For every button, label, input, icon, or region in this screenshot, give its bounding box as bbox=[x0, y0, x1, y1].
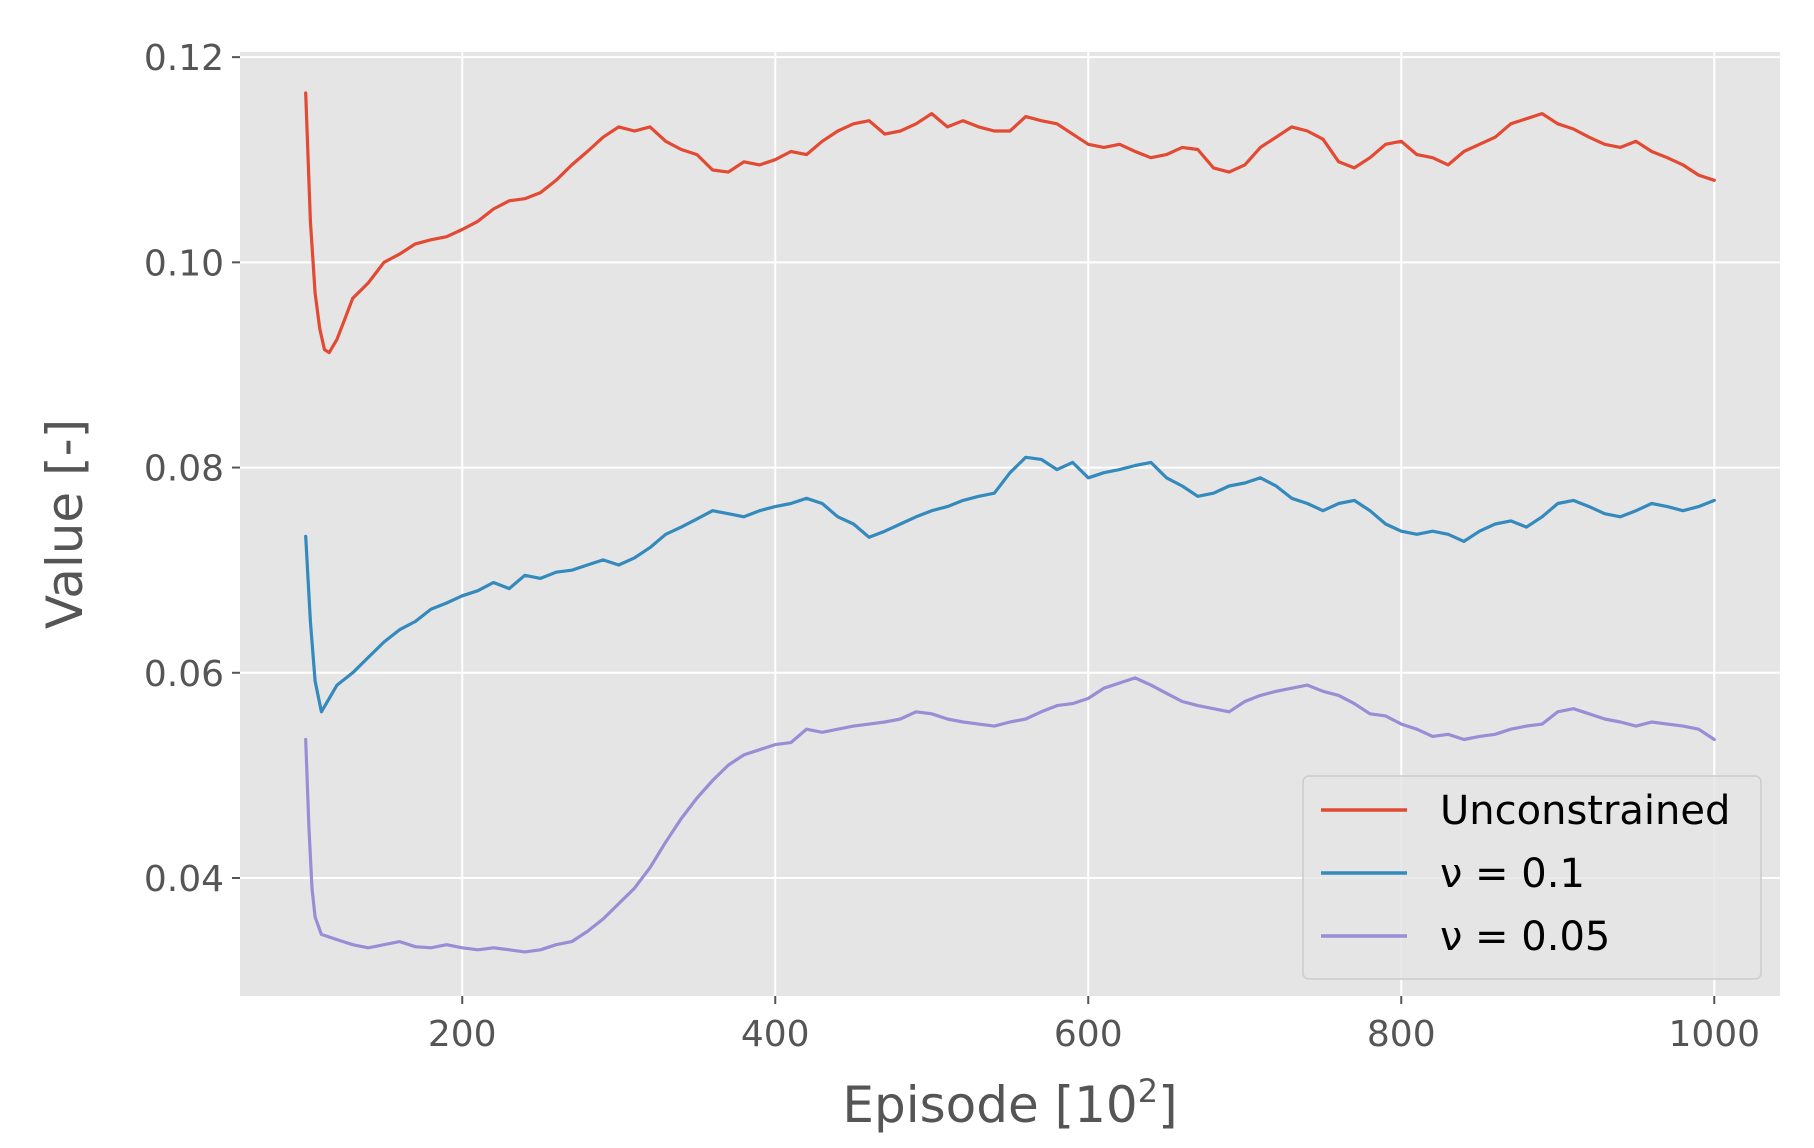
series-line-3 bbox=[304, 676, 1716, 954]
x-tick-label: 200 bbox=[428, 1014, 497, 1055]
legend-label: ν = 0.05 bbox=[1440, 914, 1610, 960]
series-lines bbox=[304, 91, 1716, 954]
x-tick-label: 600 bbox=[1054, 1014, 1123, 1055]
y-tick-label: 0.04 bbox=[144, 859, 224, 900]
y-tick-label: 0.06 bbox=[144, 654, 224, 695]
legend: Unconstrained ν = 0.1 ν = 0.05 bbox=[1302, 775, 1762, 980]
y-axis-label: Value [-] bbox=[36, 419, 94, 629]
grid bbox=[240, 52, 1780, 996]
x-tick-label: 800 bbox=[1367, 1014, 1436, 1055]
series-line-1 bbox=[304, 91, 1716, 355]
x-tick-label: 1000 bbox=[1668, 1014, 1760, 1055]
legend-label: Unconstrained bbox=[1440, 788, 1730, 834]
y-tick-label: 0.08 bbox=[144, 449, 224, 490]
y-tick-label: 0.10 bbox=[144, 243, 224, 284]
x-axis-label: Episode [102] bbox=[842, 1072, 1177, 1134]
axes: 200 400 600 800 1000 0.04 0.06 0.08 0.10 0.12 bbox=[144, 38, 1760, 1055]
legend-label: ν = 0.1 bbox=[1440, 851, 1585, 897]
x-tick-label: 400 bbox=[741, 1014, 810, 1055]
y-tick-label: 0.12 bbox=[144, 38, 224, 79]
legend-frame bbox=[1302, 775, 1762, 980]
series-line-2 bbox=[304, 455, 1716, 714]
